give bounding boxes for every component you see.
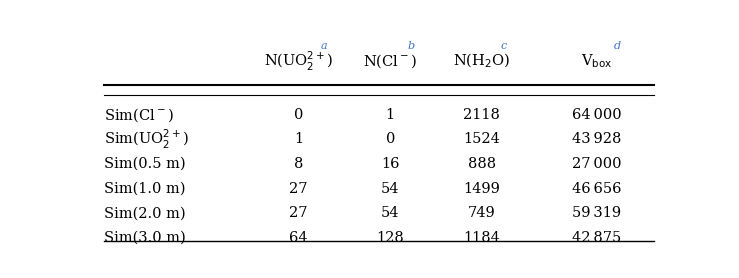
Text: N(H$_2$O): N(H$_2$O)	[453, 52, 511, 70]
Text: 1499: 1499	[463, 182, 500, 195]
Text: 128: 128	[376, 231, 404, 245]
Text: b: b	[407, 41, 415, 51]
Text: Sim(UO$_2^{2+}$): Sim(UO$_2^{2+}$)	[103, 128, 188, 151]
Text: 16: 16	[381, 157, 400, 171]
Text: 8: 8	[294, 157, 303, 171]
Text: 46 656: 46 656	[572, 182, 621, 195]
Text: 27: 27	[289, 206, 308, 220]
Text: 42 875: 42 875	[572, 231, 621, 245]
Text: a: a	[320, 41, 327, 51]
Text: 1: 1	[386, 108, 395, 122]
Text: 749: 749	[468, 206, 496, 220]
Text: 59 319: 59 319	[572, 206, 621, 220]
Text: 54: 54	[381, 206, 400, 220]
Text: 1184: 1184	[463, 231, 500, 245]
Text: N(Cl$^-$): N(Cl$^-$)	[363, 52, 418, 70]
Text: Sim(Cl$^-$): Sim(Cl$^-$)	[103, 106, 174, 123]
Text: d: d	[613, 41, 621, 51]
Text: 0: 0	[386, 132, 395, 146]
Text: 1: 1	[294, 132, 303, 146]
Text: 2118: 2118	[463, 108, 500, 122]
Text: N(UO$_2^{2+}$): N(UO$_2^{2+}$)	[264, 49, 333, 73]
Text: Sim(2.0 m): Sim(2.0 m)	[103, 206, 185, 220]
Text: 54: 54	[381, 182, 400, 195]
Text: 64: 64	[289, 231, 308, 245]
Text: V$_{\rm box}$: V$_{\rm box}$	[581, 52, 612, 70]
Text: c: c	[500, 41, 506, 51]
Text: 888: 888	[468, 157, 496, 171]
Text: Sim(1.0 m): Sim(1.0 m)	[103, 182, 185, 195]
Text: Sim(0.5 m): Sim(0.5 m)	[103, 157, 185, 171]
Text: 27: 27	[289, 182, 308, 195]
Text: 1524: 1524	[463, 132, 500, 146]
Text: 27 000: 27 000	[572, 157, 621, 171]
Text: 43 928: 43 928	[572, 132, 621, 146]
Text: 0: 0	[294, 108, 303, 122]
Text: 64 000: 64 000	[571, 108, 621, 122]
Text: Sim(3.0 m): Sim(3.0 m)	[103, 231, 185, 245]
